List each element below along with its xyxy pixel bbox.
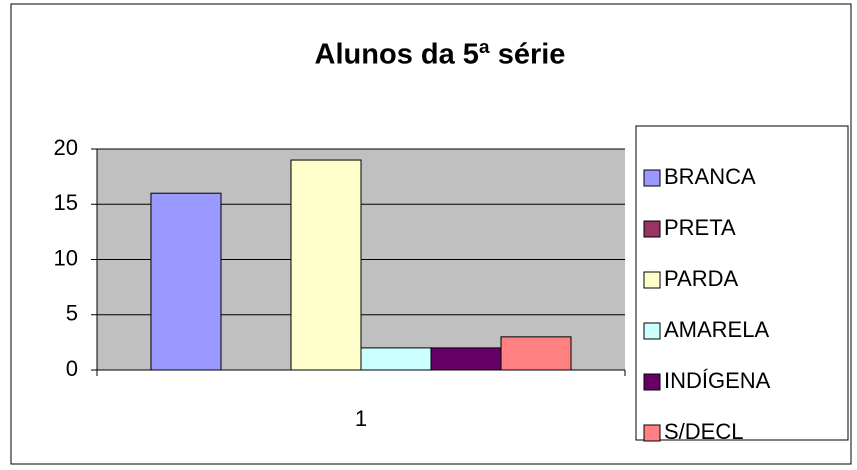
legend-swatch <box>643 169 661 187</box>
bar <box>290 159 362 371</box>
y-tick-label: 15 <box>54 190 78 215</box>
x-tick-label: 1 <box>355 406 367 431</box>
legend-swatch <box>643 220 661 238</box>
legend-label: BRANCA <box>664 164 756 189</box>
bar <box>500 336 572 371</box>
legend-label: PRETA <box>664 215 736 240</box>
legend-swatch <box>643 373 661 391</box>
legend-swatch <box>643 322 661 340</box>
y-tick-label: 5 <box>66 301 78 326</box>
legend-label: INDÍGENA <box>664 368 771 393</box>
bar <box>150 192 222 371</box>
y-tick-label: 0 <box>66 356 78 381</box>
legend-label: S/DECL <box>664 419 743 444</box>
legend-label: AMARELA <box>664 317 769 342</box>
legend <box>635 125 849 441</box>
bar <box>360 347 432 371</box>
legend-swatch <box>643 424 661 442</box>
bar <box>430 347 502 371</box>
legend-label: PARDA <box>664 266 738 291</box>
y-tick-label: 10 <box>54 245 78 270</box>
chart-title: Alunos da 5ª série <box>315 39 566 71</box>
y-tick-label: 20 <box>54 135 78 160</box>
legend-swatch <box>643 271 661 289</box>
